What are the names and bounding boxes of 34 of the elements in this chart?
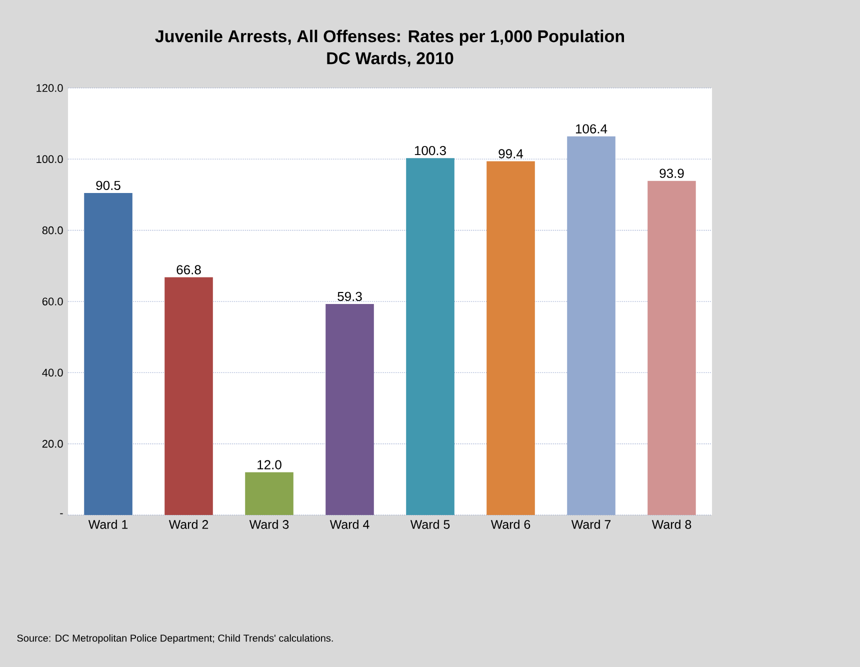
bar	[84, 192, 132, 515]
y-tick-label: 60.0	[42, 298, 63, 306]
y-tick-label: -	[60, 513, 63, 514]
data-label: 93.9	[660, 168, 684, 178]
bar	[326, 304, 374, 515]
chart-title: Juvenile Arrests, All Offenses: Rates per 1,000 Population	[155, 30, 624, 46]
bar	[406, 158, 454, 515]
y-tick-label: 100.0	[36, 155, 63, 164]
data-label: 59.3	[338, 292, 362, 302]
x-tick-label: Ward 6	[490, 520, 530, 529]
x-tick-label: Ward 4	[330, 520, 370, 529]
x-tick-label: Ward 8	[652, 520, 692, 529]
bar	[486, 161, 535, 515]
bar	[164, 277, 213, 515]
data-label: 99.4	[498, 149, 524, 158]
x-tick-label: Ward 7	[571, 520, 611, 529]
y-tick-label: 20.0	[42, 440, 63, 448]
x-tick-label: Ward 1	[88, 520, 128, 529]
data-label: 106.4	[576, 124, 608, 134]
chart-subtitle: DC Wards, 2010	[327, 52, 454, 67]
y-tick-label: 40.0	[42, 368, 63, 377]
x-tick-label: Ward 3	[249, 520, 289, 529]
data-label: 12.0	[258, 460, 282, 470]
x-tick-label: Ward 2	[168, 520, 208, 529]
y-tick-label: 120.0	[36, 84, 63, 92]
bar	[648, 180, 696, 515]
data-label: 100.3	[414, 146, 446, 156]
y-tick-label: 80.0	[42, 226, 63, 234]
x-tick-label: Ward 5	[410, 520, 450, 529]
bar	[567, 136, 616, 515]
source-note: Source: DC Metropolitan Police Department; Child Trends' calculations.	[17, 634, 333, 644]
data-label: 90.5	[96, 180, 120, 190]
data-label: 66.8	[176, 265, 201, 274]
bar	[245, 472, 294, 515]
